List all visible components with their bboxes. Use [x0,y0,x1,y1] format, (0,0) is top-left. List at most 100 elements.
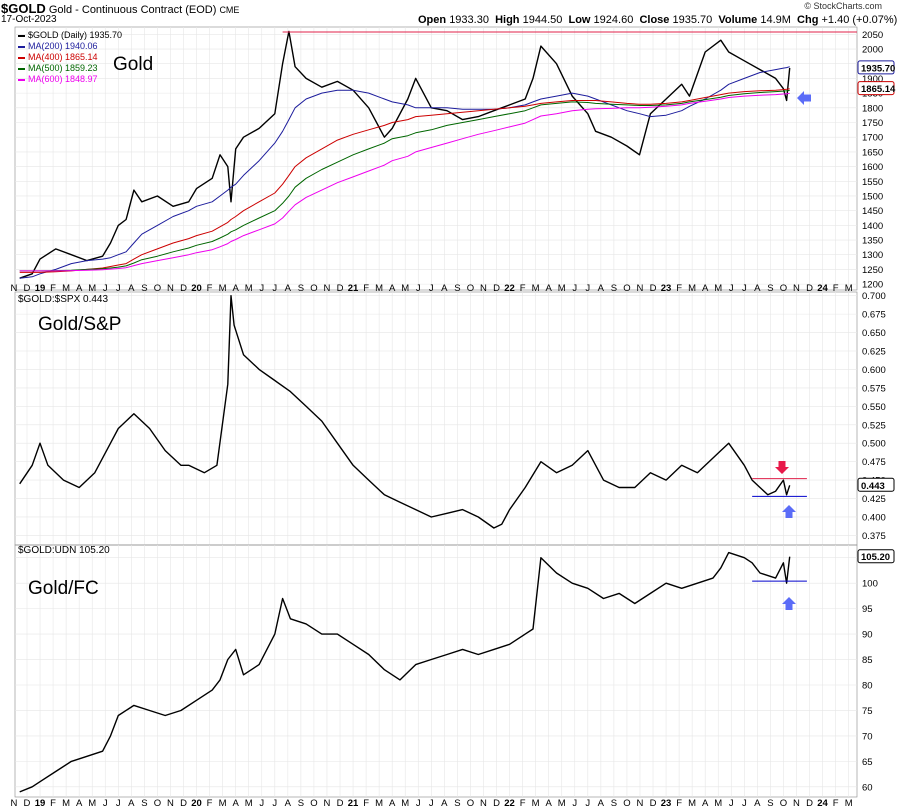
legend-entry-ma600: MA(600) 1848.97 [18,74,122,85]
panel-title-spx: $GOLD:$SPX 0.443 [18,294,109,305]
panel-label-udn: Gold/FC [28,578,99,599]
x-tick-label: A [285,798,292,809]
high-label: High [495,14,520,26]
y-tick-label: 1400 [862,221,883,232]
x-tick-label: D [337,283,344,294]
x-tick-label: M [219,798,227,809]
y-tick-label: 1700 [862,133,883,144]
x-tick-label: D [493,798,500,809]
y-tick-label: 0.475 [862,457,886,468]
x-tick-label: J [272,283,277,294]
x-tick-label: 24 [817,798,828,809]
arrow-up-icon [782,505,796,518]
legend-entry-ma400: MA(400) 1865.14 [18,52,122,63]
x-tick-label: S [298,798,304,809]
y-tick-label: 70 [862,731,873,742]
legend-text: $GOLD (Daily) 1935.70 [28,30,123,40]
volume-value: 14.9M [760,14,791,26]
x-tick-label: J [116,283,121,294]
ma200-line [19,66,790,279]
x-tick-label: D [24,283,31,294]
x-tick-label: F [207,283,213,294]
legend-swatch [18,78,25,81]
x-tick-label: J [259,283,264,294]
y-tick-label: 1900 [862,74,883,85]
last-value-tag-ma400-box [857,81,895,96]
legend-swatch [18,34,25,37]
legend-swatch [18,56,25,59]
y-tick-label: 1200 [862,280,883,291]
x-tick-label: M [532,283,540,294]
x-tick-label: M [245,798,253,809]
x-tick-label: A [754,798,761,809]
x-tick-label: F [833,798,839,809]
x-tick-label: D [650,283,657,294]
x-tick-label: 24 [817,283,828,294]
last-value-tag-spx-box [857,477,895,492]
legend-text: MA(500) 1859.23 [28,63,98,73]
y-tick-label: 0.400 [862,512,886,523]
y-tick-label: 1600 [862,162,883,173]
watermark: © StockCharts.com [804,1,882,11]
last-value-tag-udn-box [857,549,895,564]
x-tick-label: J [416,798,421,809]
x-tick-label: N [324,283,331,294]
x-tick-label: J [572,798,577,809]
chg-label: Chg [797,14,819,26]
low-value: 1924.60 [593,14,634,26]
x-tick-label: A [76,283,83,294]
legend-entry-price: $GOLD (Daily) 1935.70 [18,30,122,41]
x-tick-label: 23 [661,283,672,294]
y-tick-label: 1300 [862,250,883,261]
symbol-label: $GOLD [1,1,46,16]
last-value-tag-spx: 0.443 [861,481,885,492]
arrow-down-icon [775,461,789,474]
x-tick-label: A [598,283,605,294]
x-tick-label: J [585,798,590,809]
high-value: 1944.50 [522,14,563,26]
x-tick-label: F [676,283,682,294]
x-tick-label: D [24,798,31,809]
y-tick-label: 90 [862,630,873,641]
x-tick-label: A [128,283,135,294]
y-tick-label: 60 [862,782,873,793]
ohlc-readout: Open 1933.30 High 1944.50 Low 1924.60 Cl… [418,14,897,26]
x-tick-label: F [363,283,369,294]
x-tick-label: M [532,798,540,809]
x-tick-label: N [11,798,18,809]
y-tick-label: 2000 [862,45,883,56]
open-value: 1933.30 [449,14,489,26]
x-tick-label: M [88,283,96,294]
arrow-left-icon [797,91,811,105]
panel-label-spx: Gold/S&P [38,314,122,335]
x-tick-label: D [180,798,187,809]
panel-label-gold: Gold [113,54,154,75]
y-tick-label: 0.650 [862,328,886,339]
x-tick-label: M [688,283,696,294]
x-tick-label: F [520,798,526,809]
symbol-description: Gold - Continuous Contract (EOD) [48,4,217,16]
y-tick-label: 0.550 [862,402,886,413]
x-tick-label: N [793,283,800,294]
x-tick-label: N [480,283,487,294]
panel-frame-gold [14,26,858,291]
x-tick-label: 20 [191,798,202,809]
x-tick-label: O [310,283,317,294]
x-tick-label: M [375,798,383,809]
x-tick-label: 20 [191,283,202,294]
x-tick-label: D [650,798,657,809]
x-tick-label: S [141,283,147,294]
x-tick-label: O [623,283,630,294]
x-tick-label: J [116,798,121,809]
x-tick-label: O [467,283,474,294]
ratio-line-udn [19,551,791,793]
x-tick-label: F [520,283,526,294]
y-tick-label: 80 [862,681,873,692]
x-tick-label: N [167,798,174,809]
y-tick-label: 1750 [862,118,883,129]
panel-title-udn: $GOLD:UDN 105.20 [18,545,110,556]
x-tick-label: J [259,798,264,809]
ma400-line [19,88,790,273]
x-tick-label: M [375,283,383,294]
